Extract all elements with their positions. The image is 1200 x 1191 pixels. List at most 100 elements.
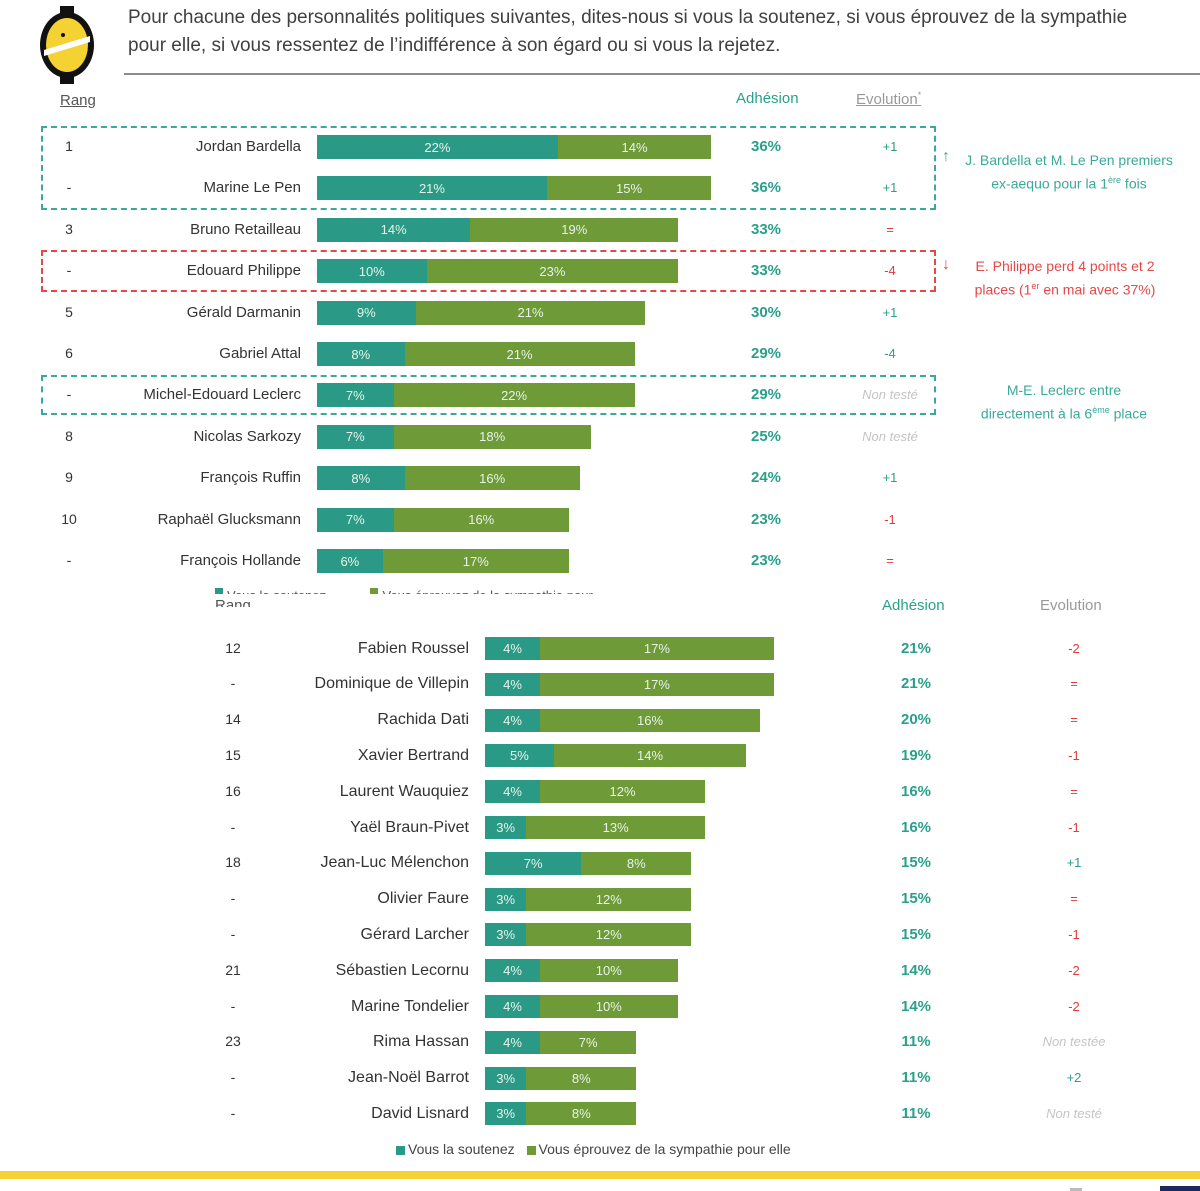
stacked-bar: 4% 17% [485, 637, 774, 660]
row-rank: 15 [225, 746, 241, 763]
chart-row: 6 Gabriel Attal 8% 21% 29% -4 [0, 342, 1200, 366]
chart-row: 15 Xavier Bertrand 5% 14% 19% -1 [0, 744, 1200, 768]
bar-segment-support: 3% [485, 1102, 527, 1126]
row-adhesion: 16% [900, 782, 932, 800]
bar-segment-support: 8% [317, 466, 405, 491]
bar-segment-sympathy: 12% [540, 780, 705, 804]
row-adhesion: 33% [750, 220, 782, 238]
legend-item-sympathy: Vous éprouvez de la sympathie pour elle [526, 1141, 791, 1157]
row-rank: - [66, 386, 72, 403]
row-name: Rachida Dati [377, 711, 469, 729]
bar-segment-support: 3% [485, 1066, 527, 1090]
row-name: Marine Tondelier [351, 997, 469, 1015]
highlight-box-leclerc [41, 375, 936, 415]
stacked-bar: 7% 16% [317, 507, 569, 532]
row-rank: - [230, 1104, 236, 1121]
row-adhesion: 14% [900, 997, 932, 1015]
stacked-bar: 9% 21% [317, 300, 646, 325]
row-evolution: Non testée [1042, 1034, 1106, 1050]
chart-row: 18 Jean-Luc Mélenchon 7% 8% 15% +1 [0, 851, 1200, 875]
note-bardella-line2b: fois [1121, 175, 1147, 192]
row-evolution: +1 [882, 304, 898, 320]
bar-segment-support: 7% [485, 851, 582, 875]
row-name: Gérald Darmanin [186, 303, 301, 321]
stacked-bar: 4% 10% [485, 959, 678, 983]
stacked-bar: 7% 8% [485, 851, 692, 875]
stacked-bar: 6% 17% [317, 549, 569, 573]
row-adhesion: 29% [750, 345, 782, 362]
row-name: Raphaël Glucksmann [157, 510, 301, 528]
row-rank: - [66, 552, 72, 568]
row-name: Sébastien Lecornu [335, 961, 469, 979]
chart-row: 9 François Ruffin 8% 16% 24% +1 [0, 466, 1200, 491]
bar-segment-sympathy: 12% [526, 923, 692, 947]
chart-row: 1 Jordan Bardella 22% 14% 36% +1 [0, 135, 1200, 159]
bar-segment-sympathy: 10% [540, 959, 678, 983]
row-evolution: -4 [884, 346, 896, 361]
row-evolution: -1 [1068, 926, 1080, 942]
bar-segment-sympathy: 13% [526, 816, 705, 839]
bar-segment-support: 10% [317, 259, 427, 284]
legend-cut-support-swatch [215, 588, 223, 594]
row-adhesion: 33% [750, 262, 782, 280]
stacked-bar: 3% 12% [485, 923, 692, 947]
row-evolution: -1 [884, 511, 896, 527]
legend-sympathy-swatch [526, 1145, 536, 1155]
bar-segment-sympathy: 12% [526, 887, 692, 911]
bar-segment-sympathy: 14% [557, 135, 712, 159]
stacked-bar: 7% 22% [317, 383, 635, 408]
note-philippe-sup: er [1031, 281, 1040, 291]
row-rank: - [66, 179, 72, 196]
row-name: Yaël Braun-Pivet [350, 818, 469, 836]
arrow-down-icon: ↓ [942, 256, 950, 273]
row-evolution: Non testé [1046, 1105, 1102, 1121]
row-rank: - [230, 1069, 236, 1086]
stacked-bar: 4% 10% [485, 995, 678, 1018]
bar-segment-sympathy: 17% [382, 549, 569, 573]
chart-legend: Vous la soutenez Vous éprouvez de la sym… [396, 1141, 799, 1157]
row-adhesion: 11% [901, 1033, 931, 1051]
bar-segment-sympathy: 8% [526, 1066, 637, 1090]
footer-mark [1070, 1188, 1082, 1191]
bar-segment-support: 4% [485, 959, 540, 983]
chart-row: - Marine Le Pen 21% 15% 36% +1 [0, 176, 1200, 201]
bar-segment-sympathy: 15% [546, 176, 712, 201]
row-name: François Hollande [180, 552, 301, 569]
bar-segment-sympathy: 8% [526, 1102, 637, 1126]
row-adhesion: 14% [900, 961, 932, 979]
bar-segment-support: 7% [317, 424, 394, 449]
chart-row: 10 Raphaël Glucksmann 7% 16% 23% -1 [0, 507, 1200, 532]
chart-row: - François Hollande 6% 17% 23% = [0, 549, 1200, 573]
row-evolution: -2 [1068, 640, 1080, 656]
row-name: Jean-Noël Barrot [348, 1069, 469, 1087]
stacked-bar: 14% 19% [317, 217, 679, 242]
legend-support-swatch [396, 1145, 405, 1155]
row-name: Jean-Luc Mélenchon [320, 854, 469, 872]
bar-segment-sympathy: 16% [404, 466, 580, 491]
row-evolution: = [1070, 712, 1078, 728]
bar-segment-sympathy: 10% [540, 995, 678, 1018]
stacked-bar: 3% 13% [485, 816, 705, 839]
row-adhesion: 20% [900, 711, 932, 729]
row-rank: - [230, 925, 236, 942]
bar-segment-support: 4% [485, 637, 540, 660]
stacked-bar: 4% 7% [485, 1030, 637, 1054]
bar-segment-support: 4% [485, 708, 540, 732]
row-rank: 16 [225, 782, 241, 799]
bar-segment-sympathy: 8% [581, 851, 692, 875]
legend-cut-support-label: Vous la soutenez [227, 588, 326, 594]
row-rank: 14 [225, 711, 241, 728]
row-rank: 5 [65, 303, 73, 320]
chart-row: - Gérard Larcher 3% 12% 15% -1 [0, 923, 1200, 947]
row-name: Michel-Edouard Leclerc [143, 386, 301, 404]
note-leclerc-sup: ème [1092, 405, 1110, 415]
row-adhesion: 36% [750, 179, 782, 197]
bar-segment-sympathy: 18% [393, 424, 591, 449]
row-rank: - [66, 262, 72, 279]
row-evolution: -4 [884, 263, 896, 279]
bar-segment-support: 3% [485, 887, 527, 911]
row-rank: - [230, 818, 236, 835]
chart-row: 3 Bruno Retailleau 14% 19% 33% = [0, 217, 1200, 242]
stacked-bar: 4% 17% [485, 672, 774, 696]
stacked-bar: 5% 14% [485, 744, 747, 768]
